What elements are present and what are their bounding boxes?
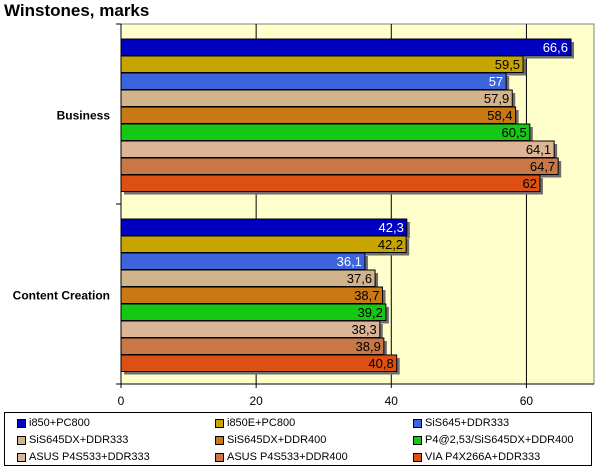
chart-title: Winstones, marks [4,1,150,20]
bar-0-4 [120,106,517,124]
bar-value-label: 37,6 [347,271,372,286]
bar-1-5 [120,303,387,321]
x-tick-label: 0 [118,394,125,408]
bar-0-1 [120,55,524,73]
bar-value-label: 62 [522,176,536,191]
bar-1-6 [120,320,381,338]
legend-label: ASUS P4S533+DDR333 [29,451,150,463]
legend-label: i850E+PC800 [227,417,296,429]
bar-1-4 [120,286,384,304]
bar-value-label: 38,9 [356,339,381,354]
bar-0-8 [120,174,541,192]
bar-0-3 [120,89,513,107]
bar-value-label: 64,7 [530,159,555,174]
legend-label: SiS645+DDR333 [425,417,510,429]
bar-0-5 [120,123,531,141]
bar-1-2 [120,252,366,270]
bar-value-label: 60,5 [501,125,526,140]
bar-1-1 [120,235,407,253]
legend-label: SiS645DX+DDR333 [29,434,129,446]
bar-1-3 [120,269,376,287]
x-tick-label: 60 [520,394,534,408]
x-tick-label: 40 [385,394,399,408]
bar-1-0 [120,218,408,236]
legend-swatch [17,453,26,462]
bar-0-0 [120,38,572,56]
legend-label: ASUS P4S533+DDR400 [227,451,348,463]
bar-value-label: 66,6 [543,40,568,55]
legend: i850+PC800 i850E+PC800 SiS645+DDR333 SiS645… [4,412,592,466]
legend-swatch [215,436,224,445]
legend-swatch [17,436,26,445]
category-label: Content Creation [13,289,110,303]
bar-value-label: 58,4 [487,108,512,123]
legend-label: i850+PC800 [29,417,90,429]
legend-label: VIA P4X266A+DDR333 [425,451,541,463]
bar-chart: 66,6 59,5 57 57,9 58,4 60,564,1 64,7 62 42,3 42,2… [13,23,595,408]
bar-1-7 [120,337,385,355]
legend-swatch [215,453,224,462]
bar-value-label: 38,3 [351,322,376,337]
legend-label: SiS645DX+DDR400 [227,434,327,446]
bar-value-label: 39,2 [358,305,383,320]
bar-value-label: 40,8 [368,356,393,371]
axes: Business Content Creation 0 20 40 60 [13,23,594,408]
bar-value-label: 38,7 [354,288,379,303]
bars: 66,6 59,5 57 57,9 58,4 60,564,1 64,7 62 42,3 42,2… [120,38,575,375]
bar-0-7 [120,157,559,175]
category-label: Business [57,109,111,123]
x-tick-label: 20 [249,394,263,408]
bar-0-6 [120,140,555,158]
legend-label: P4@2,53/SiS645DX+DDR400 [425,434,574,446]
bar-value-label: 64,1 [526,142,551,157]
legend-swatch [215,419,224,428]
legend-swatch [413,453,422,462]
bar-value-label: 57 [489,74,503,89]
bar-1-8 [120,354,398,372]
legend-swatch [413,419,422,428]
legend-swatch [413,436,422,445]
bar-value-label: 57,9 [484,91,509,106]
bar-value-label: 42,2 [378,237,403,252]
bar-value-label: 59,5 [495,57,520,72]
bar-value-label: 36,1 [337,254,362,269]
legend-swatch [17,419,26,428]
bar-value-label: 42,3 [379,220,404,235]
bar-0-2 [120,72,507,90]
